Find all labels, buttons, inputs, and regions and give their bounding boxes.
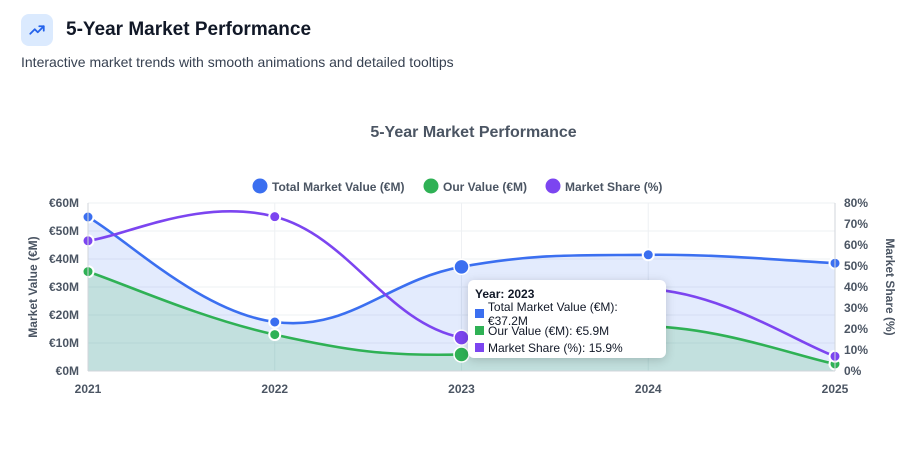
y-right-tick-label: 60% bbox=[844, 238, 868, 252]
y-right-tick-label: 40% bbox=[844, 280, 868, 294]
legend-marker-0 bbox=[252, 178, 268, 194]
y-left-tick-label: €0M bbox=[56, 364, 79, 378]
tooltip-text-total: Total Market Value (€M): €37.2M bbox=[487, 299, 618, 328]
page-title: 5-Year Market Performance bbox=[66, 19, 312, 40]
x-tick-label: 2024 bbox=[635, 382, 662, 396]
y-left-tick-label: €60M bbox=[49, 196, 79, 210]
y-right-tick-label: 0% bbox=[844, 364, 862, 378]
y-right-tick-label: 20% bbox=[844, 322, 868, 336]
y-right-tick-label: 10% bbox=[844, 343, 868, 357]
trending-up-icon bbox=[21, 14, 53, 46]
y-left-tick-label: €50M bbox=[49, 224, 79, 238]
y-right-tick-label: 30% bbox=[844, 301, 868, 315]
data-point-0-1 bbox=[268, 315, 282, 329]
legend-marker-2 bbox=[545, 178, 561, 194]
tooltip-title: Year: 2023 bbox=[475, 287, 535, 301]
page-header: 5-Year Market Performance bbox=[21, 14, 311, 46]
y-right-tick-label: 70% bbox=[844, 217, 868, 231]
tooltip-row-total: Total Market Value (€M): €37.2M bbox=[475, 300, 659, 328]
data-point-0-2 bbox=[453, 258, 470, 276]
data-point-1-1 bbox=[268, 328, 282, 342]
legend-label-1: Our Value (€M) bbox=[443, 180, 527, 194]
y-left-tick-label: €20M bbox=[49, 308, 79, 322]
data-point-1-2 bbox=[453, 346, 470, 363]
chart-title: 5-Year Market Performance bbox=[370, 124, 576, 141]
tooltip-row-our: Our Value (€M): €5.9M bbox=[475, 322, 659, 339]
y-left-axis-label: Market Value (€M) bbox=[26, 236, 40, 337]
y-left-tick-label: €40M bbox=[49, 252, 79, 266]
x-tick-label: 2025 bbox=[822, 382, 849, 396]
chart-tooltip: Year: 2023 Total Market Value (€M): €37.… bbox=[468, 280, 666, 358]
y-left-tick-label: €30M bbox=[49, 280, 79, 294]
y-right-tick-label: 80% bbox=[844, 196, 868, 210]
legend-marker-1 bbox=[423, 178, 439, 194]
legend-label-0: Total Market Value (€M) bbox=[272, 180, 404, 194]
tooltip-row-share: Market Share (%): 15.9% bbox=[475, 339, 659, 356]
tooltip-swatch-share bbox=[475, 343, 484, 352]
tooltip-swatch-our bbox=[475, 326, 484, 335]
data-point-2-1 bbox=[268, 210, 282, 224]
page-subtitle: Interactive market trends with smooth an… bbox=[21, 54, 454, 70]
legend-label-2: Market Share (%) bbox=[565, 180, 662, 194]
data-point-0-3 bbox=[641, 248, 655, 262]
x-tick-label: 2023 bbox=[448, 382, 475, 396]
x-tick-label: 2022 bbox=[261, 382, 288, 396]
y-right-axis-label: Market Share (%) bbox=[883, 238, 897, 335]
y-right-tick-label: 50% bbox=[844, 259, 868, 273]
y-left-tick-label: €10M bbox=[49, 336, 79, 350]
tooltip-text-our: Our Value (€M): €5.9M bbox=[488, 323, 610, 338]
tooltip-text-share: Market Share (%): 15.9% bbox=[488, 340, 623, 355]
data-point-2-2 bbox=[453, 329, 470, 346]
x-tick-label: 2021 bbox=[75, 382, 102, 396]
tooltip-swatch-total bbox=[475, 309, 484, 318]
